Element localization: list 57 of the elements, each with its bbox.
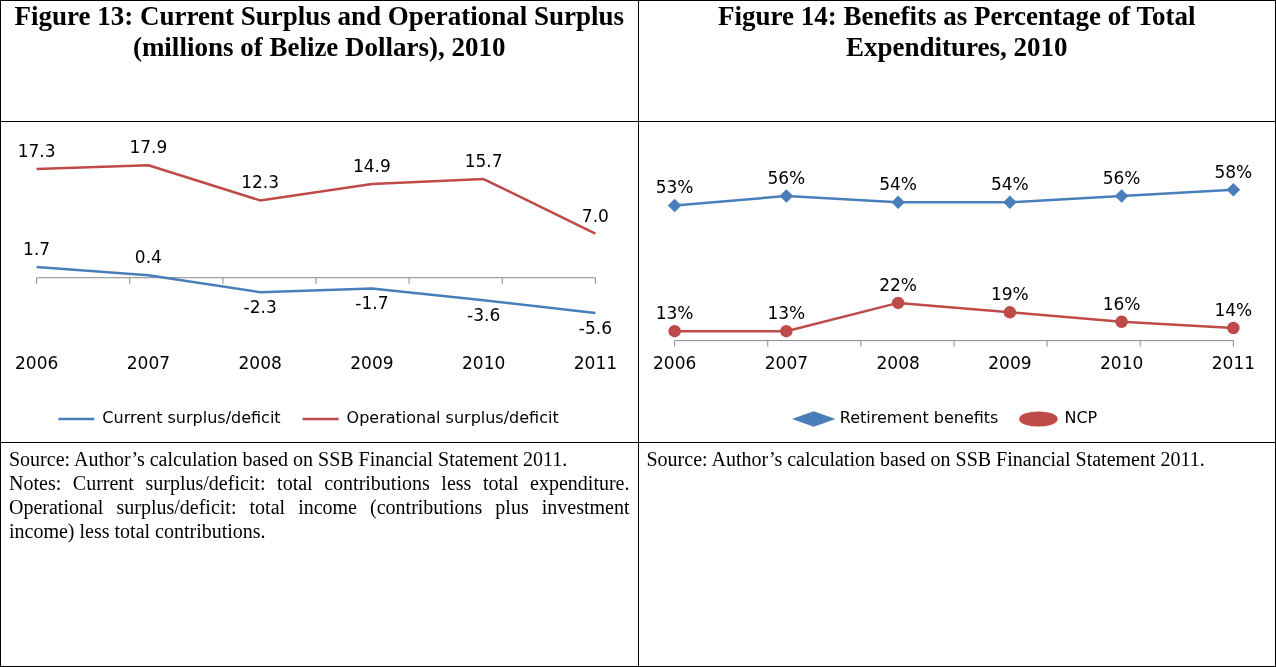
x-tick-label: 2006 — [652, 353, 696, 374]
x-tick-label: 2009 — [987, 353, 1032, 374]
legend-label: Current surplus/deficit — [102, 408, 281, 428]
data-label: 12.3 — [241, 172, 280, 193]
x-tick-label: 2011 — [1211, 353, 1255, 374]
data-label: 17.3 — [17, 140, 56, 161]
data-label: 54% — [990, 174, 1029, 195]
data-label: 19% — [990, 284, 1029, 305]
point — [667, 324, 681, 338]
data-label: 1.7 — [23, 238, 51, 259]
point — [779, 324, 793, 338]
x-tick-label: 2007 — [126, 353, 171, 374]
data-label: 53% — [655, 177, 694, 198]
data-label: 16% — [1102, 293, 1141, 314]
data-label: 17.9 — [129, 137, 168, 158]
point — [891, 196, 904, 209]
x-tick-label: 2007 — [764, 353, 808, 374]
data-label: -5.6 — [578, 317, 612, 338]
chart-title: Figure 14: Benefits as Percentage of Total Expenditures, 2010 — [638, 0, 1276, 122]
point — [891, 296, 904, 310]
data-label: 14.9 — [352, 155, 391, 176]
chart-title: Figure 13: Current Surplus and Operational Surplus (millions of Belize Dollars), 2010 — [0, 0, 638, 122]
legend-label: NCP — [1063, 408, 1098, 428]
data-label: 15.7 — [464, 150, 503, 171]
point — [1114, 189, 1128, 203]
data-label: 58% — [1213, 161, 1252, 182]
legend-label: Retirement benefits — [839, 408, 998, 428]
x-tick-label: 2008 — [238, 353, 282, 374]
data-label: 56% — [766, 167, 805, 188]
point — [1226, 321, 1240, 335]
data-label: -1.7 — [355, 293, 389, 314]
x-tick-label: 2009 — [350, 353, 394, 374]
source-note: Source: Author’s calculation based on SSB Financial Statement 2011. — [9, 447, 569, 471]
point — [667, 199, 681, 212]
x-tick-label: 2010 — [1099, 353, 1143, 374]
point — [1003, 306, 1016, 319]
point — [779, 189, 793, 203]
data-label: 14% — [1213, 299, 1252, 320]
data-label: 7.0 — [581, 205, 609, 226]
text: Notes: Current surplus/deficit: total contributions less total expenditure. Operational surplus/deficit: total income (contributions plus investment income) less total contributions. — [9, 471, 630, 543]
data-label: 0.4 — [134, 247, 162, 268]
x-tick-label: 2006 — [15, 353, 59, 374]
data-label: 13% — [655, 303, 694, 324]
data-label: 56% — [1102, 167, 1141, 188]
data-label: -2.3 — [243, 297, 277, 318]
data-label: -3.6 — [467, 305, 501, 326]
point — [1226, 183, 1240, 196]
data-label: 22% — [878, 274, 917, 295]
point — [1003, 196, 1016, 209]
source-note: Source: Author’s calculation based on SSB Financial Statement 2011. — [646, 447, 1206, 471]
data-label: 13% — [766, 303, 805, 324]
x-tick-label: 2010 — [461, 353, 506, 374]
x-tick-label: 2008 — [875, 353, 920, 374]
legend-label: Operational surplus/deficit — [346, 408, 559, 428]
data-label: 54% — [878, 174, 917, 195]
x-tick-label: 2011 — [573, 353, 617, 374]
point — [1114, 315, 1128, 328]
